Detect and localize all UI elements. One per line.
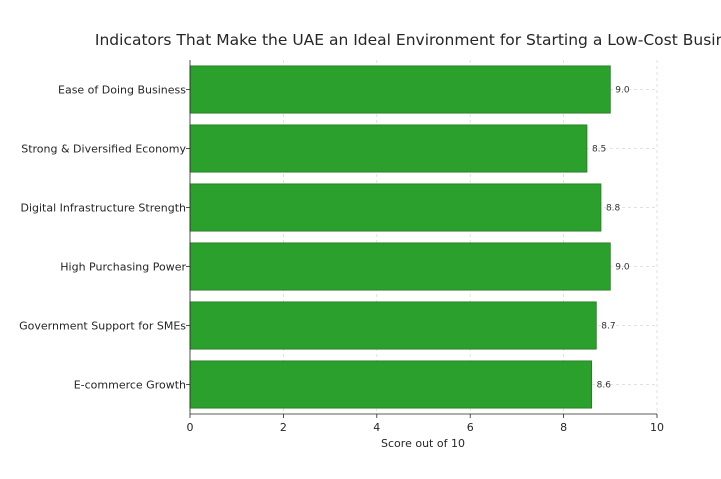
bar-2 [189,183,602,232]
x-tick-label-1: 2 [280,421,287,434]
category-label-2: Digital Infrastructure Strength [20,202,186,215]
value-labels: 9.0 8.5 8.8 9.0 8.7 8.6 [592,86,630,391]
bar-4 [189,301,597,350]
category-label-4: Government Support for SMEs [19,320,186,333]
value-label-0: 9.0 [615,86,630,96]
chart-title: Indicators That Make the UAE an Ideal En… [95,31,721,49]
bar-1 [189,124,588,173]
value-label-5: 8.6 [597,381,612,391]
x-axis-label: Score out of 10 [381,437,465,450]
x-tick-label-0: 0 [187,421,194,434]
category-label-1: Strong & Diversified Economy [21,143,186,156]
category-labels: Ease of Doing Business Strong & Diversifi… [19,84,186,392]
x-tick-label-3: 6 [467,421,474,434]
value-label-3: 9.0 [615,263,630,273]
bar-0 [189,65,611,114]
x-tick-label-5: 10 [650,421,664,434]
x-tick-labels: 0 2 4 6 8 10 [187,421,665,434]
value-label-1: 8.5 [592,145,606,155]
axes [186,60,658,418]
value-label-2: 8.8 [606,204,621,214]
category-label-5: E-commerce Growth [74,379,186,392]
bars [189,65,611,409]
x-tick-label-2: 4 [373,421,380,434]
category-label-3: High Purchasing Power [60,261,186,274]
bar-3 [189,242,611,291]
x-tick-label-4: 8 [560,421,567,434]
value-label-4: 8.7 [601,322,615,332]
category-label-0: Ease of Doing Business [58,84,186,97]
bar-5 [189,360,593,409]
